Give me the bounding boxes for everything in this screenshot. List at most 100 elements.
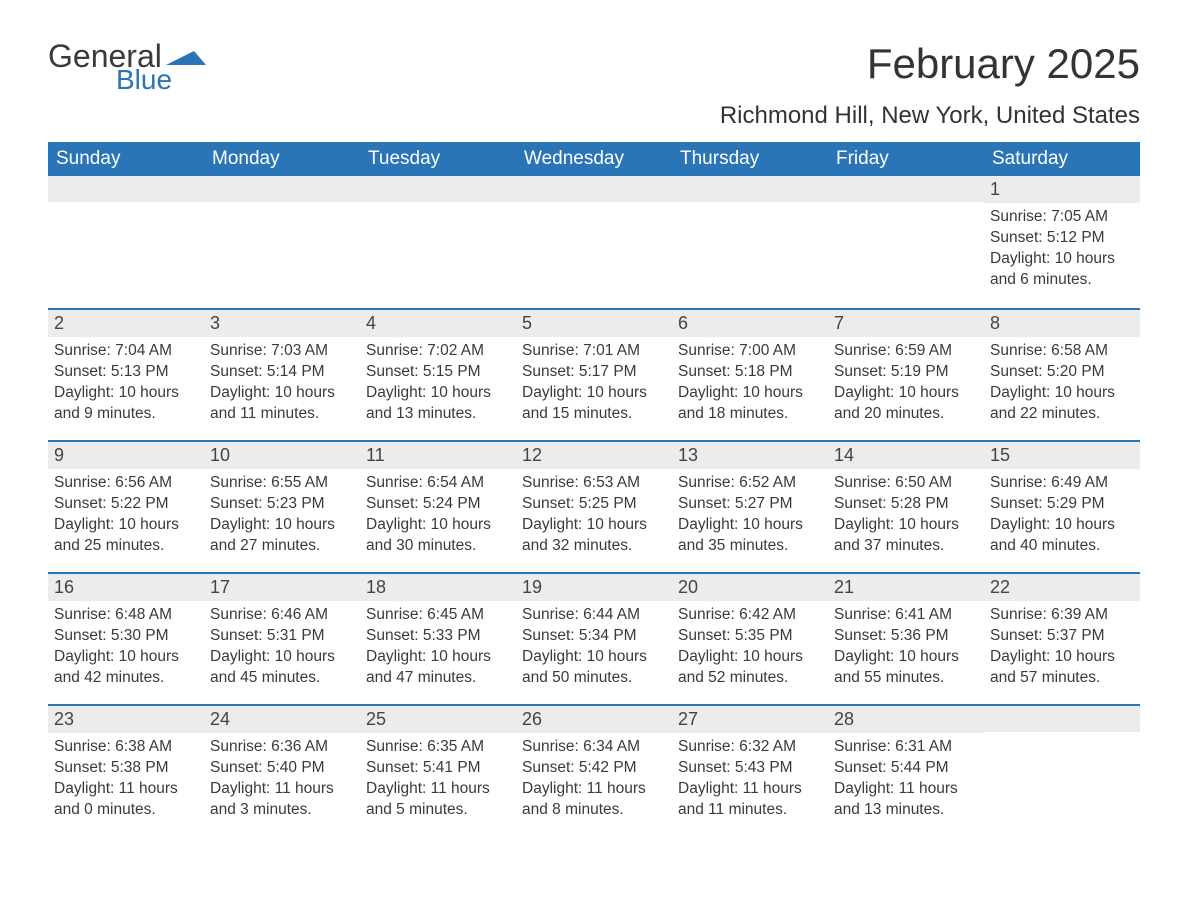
sunrise-text: Sunrise: 7:01 AM [522, 341, 666, 362]
calendar-cell: 19Sunrise: 6:44 AMSunset: 5:34 PMDayligh… [516, 574, 672, 704]
day-number: 22 [984, 574, 1140, 601]
sunset-text: Sunset: 5:42 PM [522, 758, 666, 779]
calendar-cell [984, 706, 1140, 836]
day-number: 10 [204, 442, 360, 469]
sunrise-text: Sunrise: 6:41 AM [834, 605, 978, 626]
sunrise-text: Sunrise: 7:03 AM [210, 341, 354, 362]
weekday-header: Thursday [672, 142, 828, 176]
sunset-text: Sunset: 5:18 PM [678, 362, 822, 383]
daylight-text: Daylight: 10 hours and 6 minutes. [990, 249, 1134, 291]
sunrise-text: Sunrise: 6:50 AM [834, 473, 978, 494]
day-details: Sunrise: 7:05 AMSunset: 5:12 PMDaylight:… [984, 203, 1140, 301]
day-details: Sunrise: 6:59 AMSunset: 5:19 PMDaylight:… [828, 337, 984, 435]
sunset-text: Sunset: 5:24 PM [366, 494, 510, 515]
daylight-text: Daylight: 10 hours and 35 minutes. [678, 515, 822, 557]
sunrise-text: Sunrise: 6:45 AM [366, 605, 510, 626]
title-block: February 2025 Richmond Hill, New York, U… [720, 40, 1140, 130]
day-details: Sunrise: 6:48 AMSunset: 5:30 PMDaylight:… [48, 601, 204, 699]
sunrise-text: Sunrise: 6:32 AM [678, 737, 822, 758]
calendar-cell: 24Sunrise: 6:36 AMSunset: 5:40 PMDayligh… [204, 706, 360, 836]
sunset-text: Sunset: 5:17 PM [522, 362, 666, 383]
daylight-text: Daylight: 10 hours and 40 minutes. [990, 515, 1134, 557]
day-number: 13 [672, 442, 828, 469]
daylight-text: Daylight: 10 hours and 50 minutes. [522, 647, 666, 689]
calendar-cell: 23Sunrise: 6:38 AMSunset: 5:38 PMDayligh… [48, 706, 204, 836]
calendar: SundayMondayTuesdayWednesdayThursdayFrid… [48, 142, 1140, 836]
day-number: 24 [204, 706, 360, 733]
sunset-text: Sunset: 5:44 PM [834, 758, 978, 779]
daylight-text: Daylight: 10 hours and 27 minutes. [210, 515, 354, 557]
sunset-text: Sunset: 5:22 PM [54, 494, 198, 515]
sunset-text: Sunset: 5:43 PM [678, 758, 822, 779]
day-number: 18 [360, 574, 516, 601]
daylight-text: Daylight: 10 hours and 42 minutes. [54, 647, 198, 689]
day-number: 2 [48, 310, 204, 337]
sunrise-text: Sunrise: 6:42 AM [678, 605, 822, 626]
day-details: Sunrise: 6:36 AMSunset: 5:40 PMDaylight:… [204, 733, 360, 831]
sunrise-text: Sunrise: 6:55 AM [210, 473, 354, 494]
sunset-text: Sunset: 5:13 PM [54, 362, 198, 383]
weekday-header: Friday [828, 142, 984, 176]
calendar-week: 16Sunrise: 6:48 AMSunset: 5:30 PMDayligh… [48, 572, 1140, 704]
sunset-text: Sunset: 5:14 PM [210, 362, 354, 383]
sunset-text: Sunset: 5:36 PM [834, 626, 978, 647]
sunset-text: Sunset: 5:15 PM [366, 362, 510, 383]
daylight-text: Daylight: 10 hours and 20 minutes. [834, 383, 978, 425]
calendar-cell: 25Sunrise: 6:35 AMSunset: 5:41 PMDayligh… [360, 706, 516, 836]
sunset-text: Sunset: 5:27 PM [678, 494, 822, 515]
day-details: Sunrise: 6:55 AMSunset: 5:23 PMDaylight:… [204, 469, 360, 567]
day-details: Sunrise: 7:02 AMSunset: 5:15 PMDaylight:… [360, 337, 516, 435]
daylight-text: Daylight: 10 hours and 11 minutes. [210, 383, 354, 425]
sunset-text: Sunset: 5:29 PM [990, 494, 1134, 515]
day-number [360, 176, 516, 202]
day-number: 7 [828, 310, 984, 337]
daylight-text: Daylight: 11 hours and 0 minutes. [54, 779, 198, 821]
sunrise-text: Sunrise: 6:36 AM [210, 737, 354, 758]
calendar-cell: 3Sunrise: 7:03 AMSunset: 5:14 PMDaylight… [204, 310, 360, 440]
calendar-cell: 7Sunrise: 6:59 AMSunset: 5:19 PMDaylight… [828, 310, 984, 440]
sunset-text: Sunset: 5:40 PM [210, 758, 354, 779]
day-number: 26 [516, 706, 672, 733]
day-number: 19 [516, 574, 672, 601]
calendar-cell: 1Sunrise: 7:05 AMSunset: 5:12 PMDaylight… [984, 176, 1140, 308]
sunrise-text: Sunrise: 6:49 AM [990, 473, 1134, 494]
daylight-text: Daylight: 11 hours and 5 minutes. [366, 779, 510, 821]
day-details: Sunrise: 6:32 AMSunset: 5:43 PMDaylight:… [672, 733, 828, 831]
calendar-cell: 16Sunrise: 6:48 AMSunset: 5:30 PMDayligh… [48, 574, 204, 704]
calendar-cell [204, 176, 360, 308]
daylight-text: Daylight: 10 hours and 13 minutes. [366, 383, 510, 425]
calendar-cell: 22Sunrise: 6:39 AMSunset: 5:37 PMDayligh… [984, 574, 1140, 704]
calendar-cell [516, 176, 672, 308]
calendar-cell: 26Sunrise: 6:34 AMSunset: 5:42 PMDayligh… [516, 706, 672, 836]
sunrise-text: Sunrise: 7:04 AM [54, 341, 198, 362]
daylight-text: Daylight: 11 hours and 3 minutes. [210, 779, 354, 821]
calendar-cell: 6Sunrise: 7:00 AMSunset: 5:18 PMDaylight… [672, 310, 828, 440]
location: Richmond Hill, New York, United States [720, 102, 1140, 130]
day-number: 9 [48, 442, 204, 469]
day-number: 27 [672, 706, 828, 733]
calendar-cell: 12Sunrise: 6:53 AMSunset: 5:25 PMDayligh… [516, 442, 672, 572]
month-title: February 2025 [720, 40, 1140, 88]
weekday-header: Monday [204, 142, 360, 176]
weekday-header: Saturday [984, 142, 1140, 176]
day-number: 1 [984, 176, 1140, 203]
day-details: Sunrise: 6:38 AMSunset: 5:38 PMDaylight:… [48, 733, 204, 831]
day-number: 8 [984, 310, 1140, 337]
sunset-text: Sunset: 5:35 PM [678, 626, 822, 647]
sunrise-text: Sunrise: 6:31 AM [834, 737, 978, 758]
sunrise-text: Sunrise: 6:59 AM [834, 341, 978, 362]
day-details: Sunrise: 6:53 AMSunset: 5:25 PMDaylight:… [516, 469, 672, 567]
daylight-text: Daylight: 11 hours and 13 minutes. [834, 779, 978, 821]
day-number: 21 [828, 574, 984, 601]
day-number: 11 [360, 442, 516, 469]
day-details: Sunrise: 6:39 AMSunset: 5:37 PMDaylight:… [984, 601, 1140, 699]
logo: General Blue [48, 40, 206, 94]
daylight-text: Daylight: 10 hours and 32 minutes. [522, 515, 666, 557]
calendar-cell [360, 176, 516, 308]
day-number: 28 [828, 706, 984, 733]
sunrise-text: Sunrise: 6:53 AM [522, 473, 666, 494]
sunset-text: Sunset: 5:19 PM [834, 362, 978, 383]
day-details: Sunrise: 7:04 AMSunset: 5:13 PMDaylight:… [48, 337, 204, 435]
sunrise-text: Sunrise: 6:35 AM [366, 737, 510, 758]
day-number: 17 [204, 574, 360, 601]
